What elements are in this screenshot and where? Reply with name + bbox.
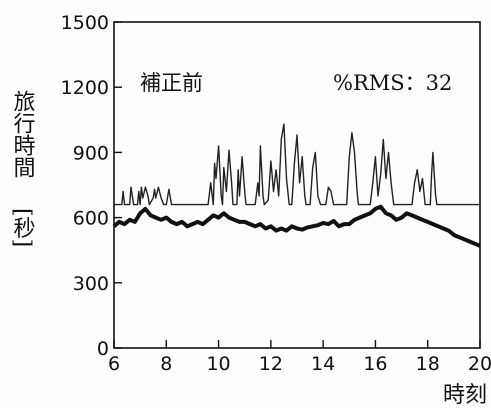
series-line-thin — [114, 123, 480, 206]
y-axis-ticks: 0 300 600 900 1200 1500 — [61, 12, 122, 360]
x-tick-label: 10 — [206, 353, 230, 375]
y-tick-label: 0 — [97, 338, 109, 360]
x-tick-label: 18 — [416, 353, 440, 375]
series-group — [112, 123, 481, 248]
x-axis-title: 時刻 — [443, 383, 487, 408]
x-tick-label: 14 — [311, 353, 335, 375]
y-tick-label: 600 — [73, 208, 109, 230]
y-axis-title: 旅行時間 — [10, 90, 36, 178]
annotation-left: 補正前 — [140, 71, 203, 95]
x-tick-label: 16 — [363, 353, 387, 375]
x-axis-ticks: 6 8 10 12 14 16 18 20 — [108, 340, 491, 375]
plot-frame — [113, 21, 481, 349]
x-tick-label: 6 — [108, 353, 120, 375]
annotation-right: %RMS：32 — [333, 71, 452, 95]
x-tick-label: 12 — [259, 353, 283, 375]
y-tick-label: 1500 — [61, 12, 109, 34]
y-tick-label: 1200 — [61, 77, 109, 99]
series-line-thick — [112, 204, 481, 248]
x-tick-label: 8 — [160, 353, 172, 375]
y-axis-unit: [秒] — [10, 208, 36, 247]
x-tick-label: 20 — [468, 353, 491, 375]
y-tick-label: 900 — [73, 142, 109, 164]
y-tick-label: 300 — [73, 273, 109, 295]
